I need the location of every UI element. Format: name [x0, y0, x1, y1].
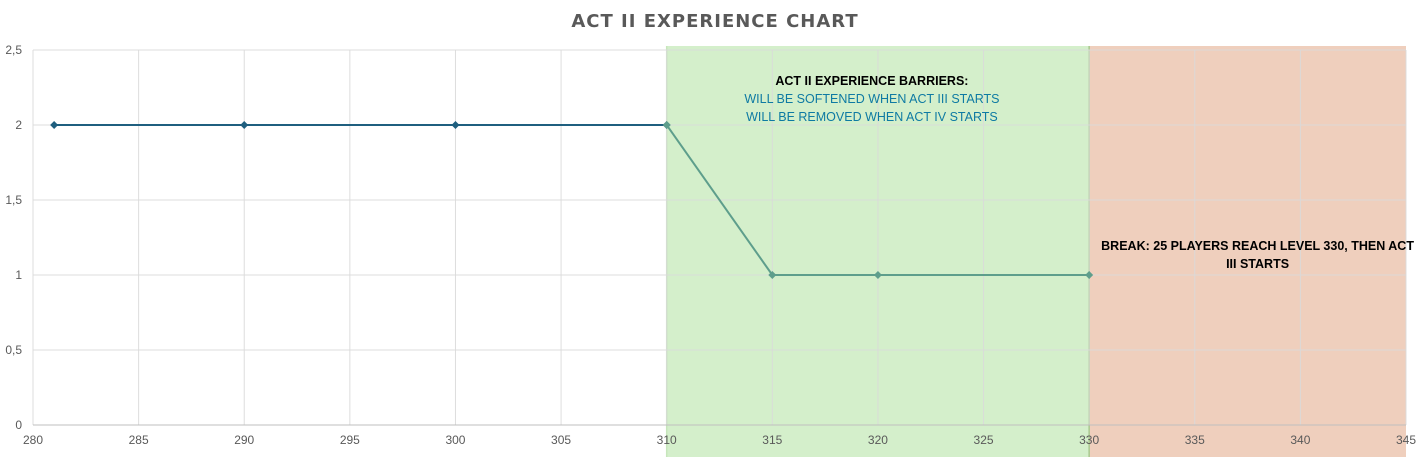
x-tick-label: 345 [1396, 433, 1416, 447]
data-point-marker [451, 121, 460, 129]
data-point-marker [768, 271, 777, 279]
data-point-marker [240, 121, 249, 129]
data-point-marker [50, 121, 59, 129]
x-axis-ticks: 280 285 290 295 300 305 310 315 320 325 330 335 340 3… [23, 433, 1416, 447]
x-tick-label: 320 [868, 433, 888, 447]
data-point-marker [873, 271, 882, 279]
annotations: ACT II EXPERIENCE BARRIERS: WILL BE SOFTE… [744, 74, 1414, 271]
x-tick-label: 335 [1185, 433, 1205, 447]
y-tick-label: 2,5 [5, 43, 22, 57]
x-tick-label: 315 [762, 433, 782, 447]
data-point-marker [1085, 271, 1094, 279]
y-tick-label: 0 [15, 418, 22, 432]
y-tick-label: 1 [15, 268, 22, 282]
annotation-line: BREAK: 25 PLAYERS REACH LEVEL 330, THEN … [1101, 239, 1414, 253]
x-tick-label: 325 [974, 433, 994, 447]
y-tick-label: 2 [15, 118, 22, 132]
chart-title: ACT II EXPERIENCE CHART [571, 11, 858, 32]
annotation-line: III STARTS [1226, 257, 1289, 271]
data-series [50, 121, 1094, 279]
highlight-region-1 [1089, 46, 1406, 457]
x-tick-label: 300 [445, 433, 465, 447]
x-tick-label: 280 [23, 433, 43, 447]
annotation-line: WILL BE REMOVED WHEN ACT IV STARTS [746, 110, 998, 124]
x-tick-label: 295 [340, 433, 360, 447]
annotation-line: ACT II EXPERIENCE BARRIERS: [775, 74, 968, 88]
x-tick-label: 290 [234, 433, 254, 447]
x-tick-label: 305 [551, 433, 571, 447]
x-tick-label: 285 [129, 433, 149, 447]
y-axis-ticks: 0 0,5 1 1,5 2 2,5 [5, 43, 22, 432]
annotation-line: WILL BE SOFTENED WHEN ACT III STARTS [744, 92, 999, 106]
data-point-marker [662, 121, 671, 129]
x-tick-label: 310 [657, 433, 677, 447]
x-tick-label: 330 [1079, 433, 1099, 447]
x-tick-label: 340 [1290, 433, 1310, 447]
y-tick-label: 1,5 [5, 193, 22, 207]
y-tick-label: 0,5 [5, 343, 22, 357]
